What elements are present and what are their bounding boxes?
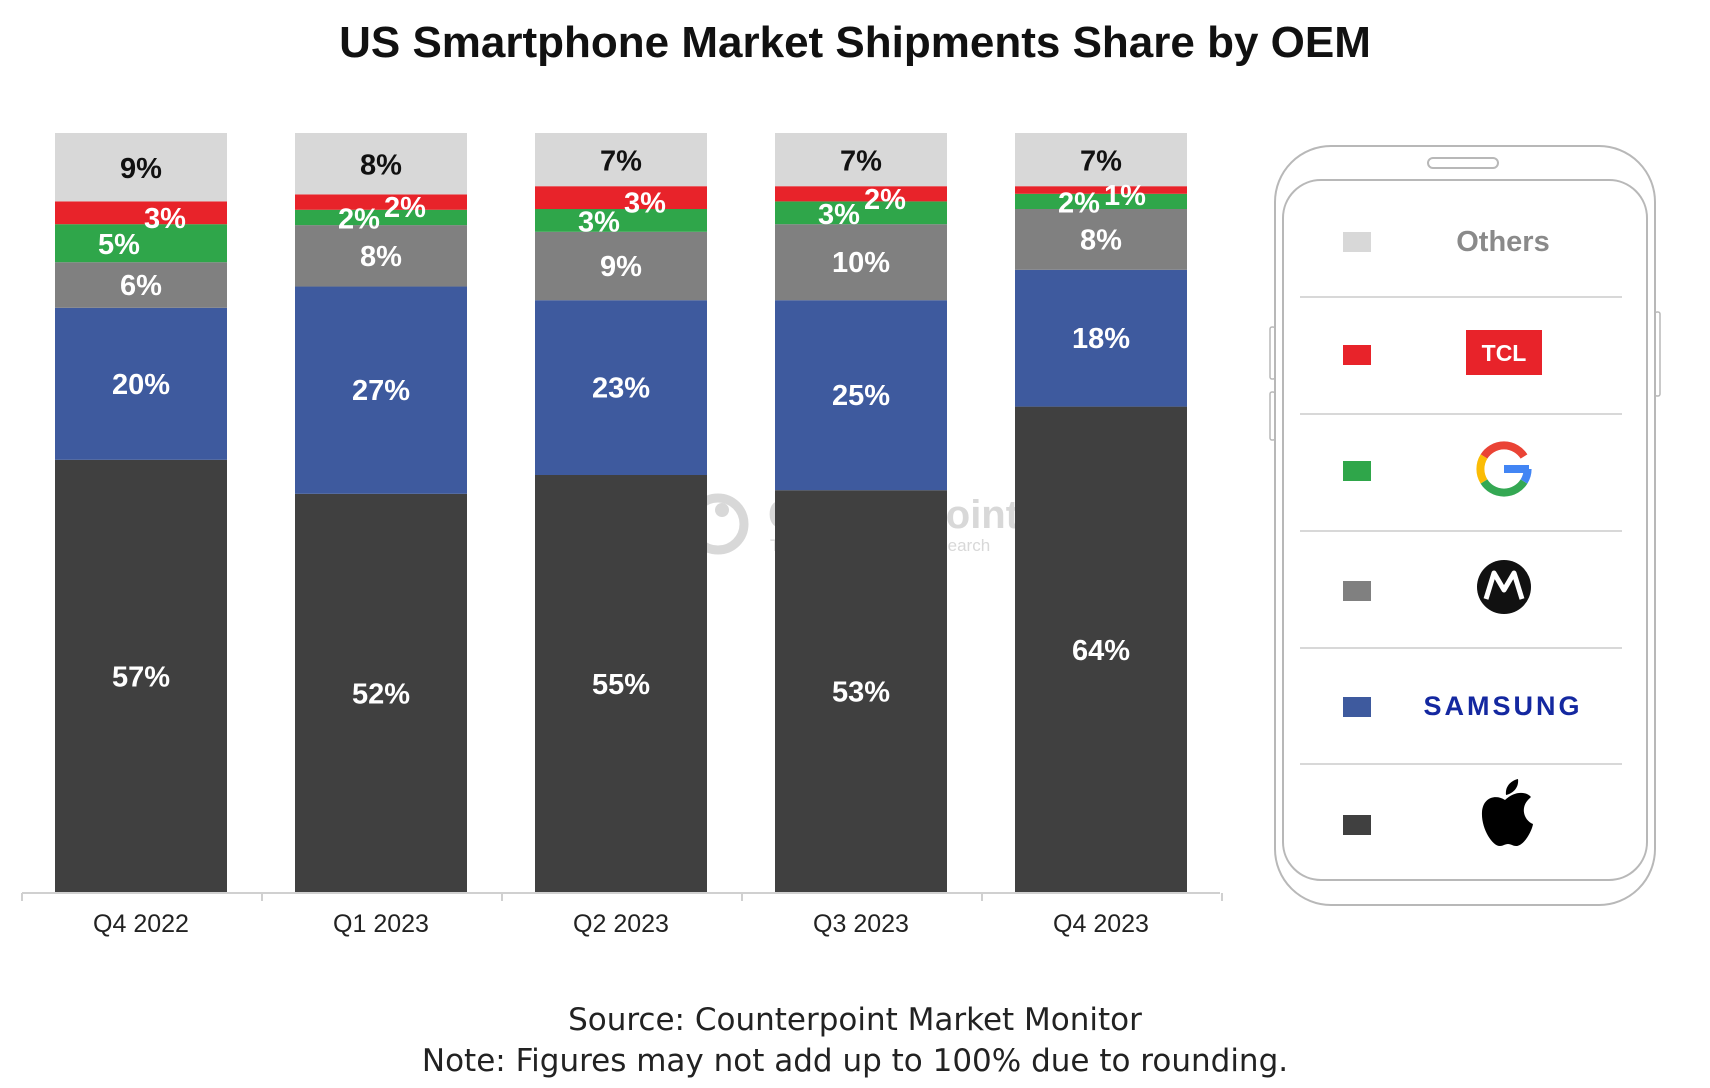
- motorola-logo-icon: [1477, 560, 1531, 614]
- bar-segment-motorola-3: [775, 224, 947, 301]
- bar-segment-tcl-0: [55, 201, 227, 225]
- x-tick-label-0: Q4 2022: [93, 910, 189, 938]
- data-label-apple-1: 52%: [352, 678, 410, 710]
- bar-segment-tcl-1: [295, 194, 467, 210]
- samsung-logo-text: SAMSUNG: [1423, 691, 1582, 721]
- bar-segment-google-1: [295, 209, 467, 226]
- data-label-samsung-0: 20%: [112, 369, 170, 401]
- legend-swatch-apple: [1343, 815, 1371, 835]
- data-label-google-1: 2%: [338, 203, 380, 235]
- bar-segment-motorola-1: [295, 225, 467, 287]
- legend-swatch-google: [1343, 461, 1371, 481]
- bar-segment-motorola-0: [55, 262, 227, 308]
- phone-side-button: [1269, 391, 1276, 441]
- legend-swatch-others: [1343, 232, 1371, 252]
- data-label-apple-3: 53%: [832, 677, 890, 709]
- legend-swatch-tcl: [1343, 345, 1371, 365]
- legend-label-others: Others: [1456, 226, 1549, 258]
- bar-segment-google-0: [55, 224, 227, 263]
- bar-segment-tcl-3: [775, 186, 947, 202]
- bar-segment-others-2: [535, 133, 707, 187]
- apple-logo-icon: [1481, 779, 1533, 846]
- bar-segment-samsung-0: [55, 307, 227, 460]
- phone-screen: [1282, 179, 1648, 881]
- bar-segment-others-1: [295, 133, 467, 195]
- bar-segment-others-3: [775, 133, 947, 187]
- data-label-google-3: 3%: [818, 199, 860, 231]
- x-tick-label-1: Q1 2023: [333, 910, 429, 938]
- tcl-logo-text: TCL: [1482, 340, 1527, 366]
- data-label-others-1: 8%: [360, 150, 402, 182]
- bar-segment-google-3: [775, 201, 947, 225]
- data-label-samsung-4: 18%: [1072, 323, 1130, 355]
- data-label-apple-2: 55%: [592, 669, 650, 701]
- data-label-samsung-2: 23%: [592, 373, 650, 405]
- legend-swatch-motorola: [1343, 581, 1371, 601]
- bar-segment-apple-2: [535, 475, 707, 893]
- bar-segment-samsung-2: [535, 300, 707, 475]
- data-label-motorola-1: 8%: [360, 241, 402, 273]
- x-tick-label-4: Q4 2023: [1053, 910, 1149, 938]
- bar-segment-google-2: [535, 209, 707, 232]
- data-label-tcl-1: 2%: [384, 192, 426, 224]
- phone-speaker: [1427, 157, 1499, 169]
- data-label-others-4: 7%: [1080, 146, 1122, 178]
- bar-segment-tcl-2: [535, 186, 707, 209]
- tcl-logo-icon: TCL: [1466, 330, 1542, 375]
- data-label-apple-4: 64%: [1072, 635, 1130, 667]
- data-label-motorola-2: 9%: [600, 251, 642, 283]
- legend-phone: Others TCL SAMSUNG: [1269, 145, 1661, 906]
- data-label-google-4: 2%: [1058, 187, 1100, 219]
- data-label-motorola-0: 6%: [120, 270, 162, 302]
- bar-segment-apple-1: [295, 493, 467, 893]
- legend-swatch-samsung: [1343, 697, 1371, 717]
- x-tick-label-3: Q3 2023: [813, 910, 909, 938]
- data-label-samsung-3: 25%: [832, 380, 890, 412]
- bar-segment-others-4: [1015, 133, 1187, 187]
- data-label-others-3: 7%: [840, 146, 882, 178]
- bar-segment-motorola-2: [535, 231, 707, 301]
- bar-segment-tcl-4: [1015, 186, 1187, 194]
- bar-segment-apple-4: [1015, 406, 1187, 893]
- data-label-tcl-2: 3%: [624, 188, 666, 220]
- data-labels-layer: 57%20%6%5%3%9%52%27%8%2% 2%8%55%23%9%3%3%…: [98, 146, 1146, 711]
- phone-side-button: [1269, 326, 1276, 380]
- x-tick-label-2: Q2 2023: [573, 910, 669, 938]
- data-label-tcl-0: 3%: [144, 203, 186, 235]
- rounding-note: Note: Figures may not add up to 100% due…: [422, 1043, 1288, 1079]
- source-note: Source: Counterpoint Market Monitor: [568, 1002, 1142, 1038]
- data-label-motorola-3: 10%: [832, 247, 890, 279]
- bar-segment-samsung-4: [1015, 269, 1187, 407]
- google-g-icon: [1476, 441, 1532, 497]
- bar-segment-motorola-4: [1015, 209, 1187, 270]
- x-axis-ticks: Q4 2022 Q1 2023 Q2 2023 Q3 2023 Q4 2023: [21, 893, 1223, 938]
- bar-segment-google-4: [1015, 193, 1187, 209]
- data-label-others-0: 9%: [120, 153, 162, 185]
- data-label-google-0: 5%: [98, 229, 140, 261]
- data-label-motorola-4: 8%: [1080, 224, 1122, 256]
- bar-segment-samsung-1: [295, 286, 467, 494]
- data-label-tcl-3: 2%: [864, 184, 906, 216]
- data-label-google-2: 3%: [578, 206, 620, 238]
- bar-segment-samsung-3: [775, 300, 947, 491]
- bar-segment-apple-0: [55, 459, 227, 893]
- data-label-others-2: 7%: [600, 146, 642, 178]
- data-label-apple-0: 57%: [112, 661, 170, 693]
- phone-outline: [1274, 145, 1656, 906]
- chart-title: US Smartphone Market Shipments Share by …: [339, 18, 1371, 67]
- data-label-tcl-4: 1%: [1104, 180, 1146, 212]
- bars-layer: [55, 133, 1187, 893]
- bar-segment-others-0: [55, 133, 227, 202]
- bar-segment-apple-3: [775, 490, 947, 893]
- phone-power-button: [1654, 311, 1661, 397]
- data-label-samsung-1: 27%: [352, 375, 410, 407]
